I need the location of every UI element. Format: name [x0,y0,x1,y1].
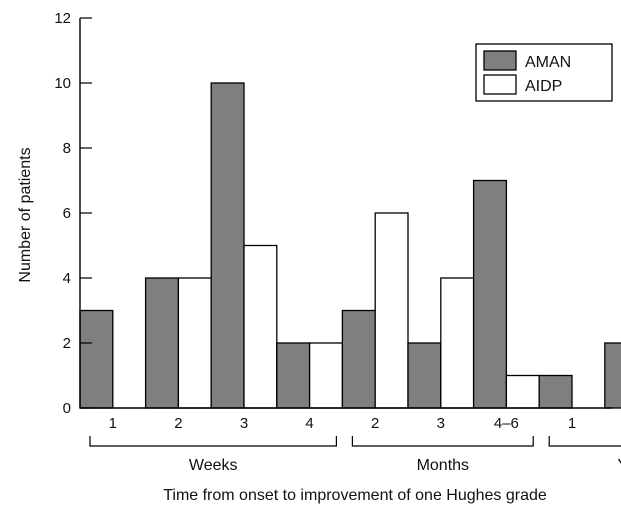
bars-layer [79,82,621,409]
legend: AMAN AIDP [475,43,613,102]
x-tick-label-6: 4–6 [494,415,519,432]
group-label-years: Years [617,457,621,474]
y-axis-label: Number of patients [17,147,34,282]
group-bracket-weeks [89,436,337,447]
bar-aidp-5 [440,277,475,409]
y-tick-label-8: 8 [63,140,71,157]
x-tick-label-1: 2 [174,415,182,432]
bar-aman-7 [538,374,573,409]
y-tick-label-6: 6 [63,205,71,222]
bar-aman-6 [472,179,508,409]
x-tick-label-3: 4 [305,415,313,432]
bar-aman-0 [79,309,114,409]
legend-label-aidp: AIDP [525,78,562,95]
y-tick-label-12: 12 [54,10,71,27]
bar-aidp-2 [243,244,278,409]
bar-aidp-4 [374,212,409,409]
bar-aidp-6 [505,374,540,409]
legend-swatch-aidp [483,74,517,95]
group-label-months: Months [417,457,469,474]
y-tick-label-4: 4 [63,270,71,287]
bar-aman-4 [341,309,376,409]
bar-aidp-1 [177,277,212,409]
group-bracket-years [548,436,621,447]
bar-aman-3 [276,342,311,409]
x-tick-label-0: 1 [109,415,117,432]
x-axis-label: Time from onset to improvement of one Hu… [163,487,547,504]
y-tick-label-10: 10 [54,75,71,92]
bar-aman-1 [144,277,180,409]
x-tick-label-4: 2 [371,415,379,432]
legend-label-aman: AMAN [525,54,571,71]
bar-aman-2 [210,82,245,409]
legend-swatch-aman [483,50,517,71]
group-label-weeks: Weeks [189,457,238,474]
y-tick-label-2: 2 [63,335,71,352]
x-tick-label-7: 1 [568,415,576,432]
bar-aman-5 [407,342,442,409]
y-tick-label-0: 0 [63,400,71,417]
x-tick-label-2: 3 [240,415,248,432]
bar-aidp-3 [308,342,344,409]
bar-aman-8 [604,342,621,409]
x-tick-label-5: 3 [437,415,445,432]
group-bracket-months [351,436,534,447]
